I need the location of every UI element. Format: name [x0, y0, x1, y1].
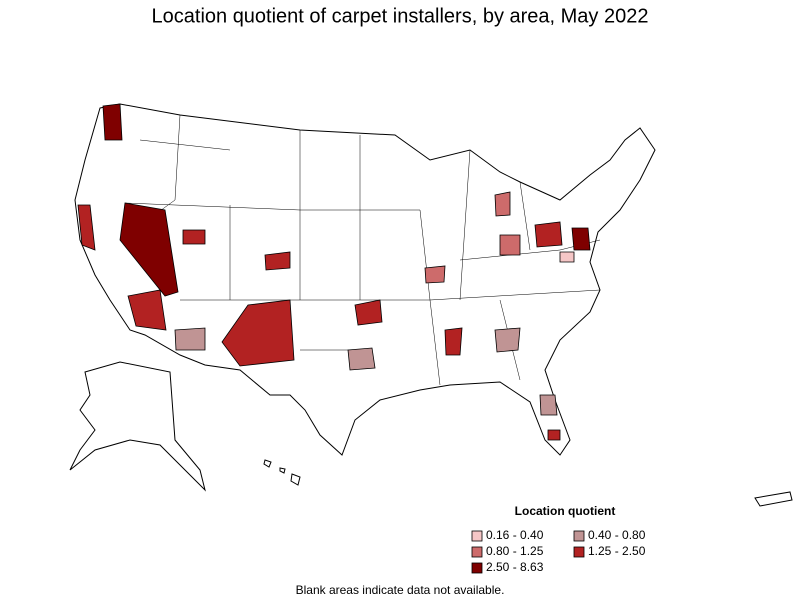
colorado-area	[264, 251, 291, 271]
missouri-area	[424, 265, 446, 284]
legend-label: 0.40 - 0.80	[588, 528, 646, 542]
legend-label: 0.80 - 1.25	[486, 544, 544, 558]
legend-swatch	[573, 530, 585, 542]
florida-south-area	[547, 429, 561, 441]
legend-swatch	[471, 546, 483, 558]
washington-area	[102, 103, 123, 141]
maryland-area	[571, 227, 591, 251]
legend-swatch	[471, 530, 483, 542]
arizona-area	[127, 289, 167, 331]
arizona-south-area	[174, 327, 206, 351]
footnote: Blank areas indicate data not available.	[296, 583, 505, 597]
legend-swatch	[471, 562, 483, 574]
legend-label: 1.25 - 2.50	[588, 544, 646, 558]
mississippi-area	[444, 327, 463, 356]
legend: 0.16 - 0.40 0.40 - 0.80 0.80 - 1.25 1.25 - …	[471, 528, 646, 574]
indiana-area	[499, 234, 521, 256]
pennsylvania-area	[534, 221, 563, 248]
california-area	[77, 204, 96, 251]
us-map	[69, 103, 793, 507]
florida-area	[539, 394, 558, 416]
virginia-area	[559, 251, 575, 263]
nevada-area	[119, 202, 179, 297]
oklahoma-area	[354, 299, 383, 326]
puerto-rico	[754, 491, 793, 507]
legend-label: 0.16 - 0.40	[486, 528, 544, 542]
georgia-area	[494, 327, 521, 353]
legend-label: 2.50 - 8.63	[486, 560, 544, 574]
texas-area	[347, 347, 376, 371]
michigan-area	[494, 191, 511, 217]
legend-title: Location quotient	[515, 504, 616, 518]
idaho-area	[182, 229, 206, 245]
alaska	[69, 361, 206, 492]
map-title: Location quotient of carpet installers, …	[152, 5, 649, 27]
hawaii	[263, 459, 301, 486]
legend-swatch	[573, 546, 585, 558]
new-mexico-area	[221, 299, 295, 367]
